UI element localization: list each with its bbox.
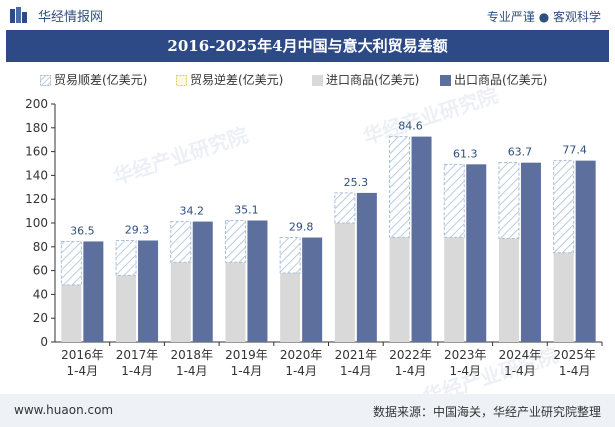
surplus-value-label: 29.8 — [289, 221, 314, 234]
x-tick-label: 1-4月 — [231, 364, 263, 378]
surplus-value-label: 63.7 — [508, 146, 533, 159]
import-bar — [444, 237, 465, 342]
legend-swatch-surplus — [40, 75, 51, 86]
surplus-value-label: 29.3 — [125, 223, 150, 236]
surplus-bar — [170, 221, 192, 263]
surplus-value-label: 77.4 — [562, 144, 587, 157]
import-bar — [170, 262, 191, 342]
import-bar — [61, 284, 82, 342]
y-tick-label: 20 — [33, 311, 48, 325]
x-tick-label: 1-4月 — [340, 364, 372, 378]
surplus-bar — [279, 237, 301, 274]
surplus-value-label: 61.3 — [453, 147, 478, 160]
surplus-value-label: 35.1 — [234, 204, 259, 217]
import-bar — [225, 262, 246, 342]
surplus-value-label: 36.5 — [70, 224, 95, 237]
import-bar — [334, 223, 355, 342]
legend-swatch-exports — [440, 75, 451, 86]
tagline: 专业严谨 ● 客观科学 — [486, 10, 601, 24]
y-tick-label: 0 — [40, 335, 48, 349]
brand-name: 华经情报网 — [38, 10, 104, 25]
surplus-bar — [115, 239, 137, 276]
x-tick-label: 2024年 — [499, 348, 542, 362]
surplus-bar — [443, 163, 465, 238]
export-bar — [83, 241, 104, 342]
x-tick-label: 2017年 — [116, 348, 159, 362]
title-bar: 2016-2025年4月中国与意大利贸易差额 — [6, 30, 609, 62]
legend-swatch-deficit — [176, 75, 187, 86]
y-tick-label: 140 — [25, 168, 48, 182]
y-tick-label: 120 — [25, 192, 48, 206]
x-tick-label: 1-4月 — [285, 364, 317, 378]
footer: www.huaon.com 数据来源：中国海关，华经产业研究院整理 — [0, 394, 615, 427]
y-tick-label: 40 — [33, 287, 48, 301]
export-bar — [192, 221, 213, 342]
y-tick-label: 180 — [25, 121, 48, 135]
x-tick-label: 2022年 — [389, 348, 432, 362]
y-tick-label: 160 — [25, 145, 48, 159]
x-tick-label: 2016年 — [61, 348, 104, 362]
x-tick-label: 2023年 — [444, 348, 487, 362]
legend-label-exports: 出口商品(亿美元) — [454, 73, 548, 87]
y-tick-label: 100 — [25, 216, 48, 230]
x-tick-label: 1-4月 — [176, 364, 208, 378]
import-bar — [389, 237, 410, 342]
surplus-bar — [334, 192, 356, 224]
surplus-value-label: 34.2 — [180, 205, 205, 218]
y-tick-label: 200 — [25, 97, 48, 111]
surplus-bar — [498, 162, 520, 239]
chart-title: 2016-2025年4月中国与意大利贸易差额 — [167, 37, 448, 55]
y-tick-label: 60 — [33, 264, 48, 278]
x-tick-label: 1-4月 — [67, 364, 99, 378]
surplus-value-label: 84.6 — [398, 120, 423, 133]
export-bar — [466, 164, 487, 342]
legend-label-imports: 进口商品(亿美元) — [326, 73, 420, 87]
top-bar: 华经情报网 专业严谨 ● 客观科学 — [0, 0, 615, 30]
surplus-bar — [60, 240, 82, 286]
x-tick-label: 1-4月 — [395, 364, 427, 378]
legend-label-deficit: 贸易逆差(亿美元) — [190, 73, 284, 87]
data-source: 数据来源：中国海关，华经产业研究院整理 — [372, 405, 601, 419]
surplus-bar — [553, 160, 575, 254]
export-bar — [411, 136, 432, 342]
import-bar — [498, 238, 519, 342]
x-tick-label: 2020年 — [280, 348, 323, 362]
x-tick-label: 2019年 — [225, 348, 268, 362]
x-tick-label: 1-4月 — [121, 364, 153, 378]
import-bar — [280, 272, 301, 342]
x-tick-label: 2025年 — [553, 348, 596, 362]
legend-swatch-imports — [312, 75, 323, 86]
export-bar — [138, 240, 159, 342]
export-bar — [356, 192, 377, 342]
site-url: www.huaon.com — [14, 403, 114, 417]
bar-chart: 0 20 40 60 80 100 120 140 160 180 200 36.5 2016年 1-4月… — [25, 97, 603, 378]
x-tick-label: 1-4月 — [449, 364, 481, 378]
import-bar — [553, 252, 574, 342]
y-tick-label: 80 — [33, 240, 48, 254]
x-tick-label: 1-4月 — [559, 364, 591, 378]
export-bar — [520, 162, 541, 342]
x-tick-label: 2018年 — [170, 348, 213, 362]
surplus-bar — [389, 136, 411, 238]
export-bar — [247, 220, 268, 342]
surplus-bar — [224, 220, 246, 263]
huajing-logo-icon — [10, 7, 27, 23]
legend-label-surplus: 贸易顺差(亿美元) — [54, 73, 148, 87]
import-bar — [116, 275, 137, 342]
export-bar — [302, 237, 323, 342]
x-tick-label: 2021年 — [335, 348, 378, 362]
x-tick-label: 1-4月 — [504, 364, 536, 378]
export-bar — [575, 160, 596, 342]
surplus-value-label: 25.3 — [344, 176, 369, 189]
